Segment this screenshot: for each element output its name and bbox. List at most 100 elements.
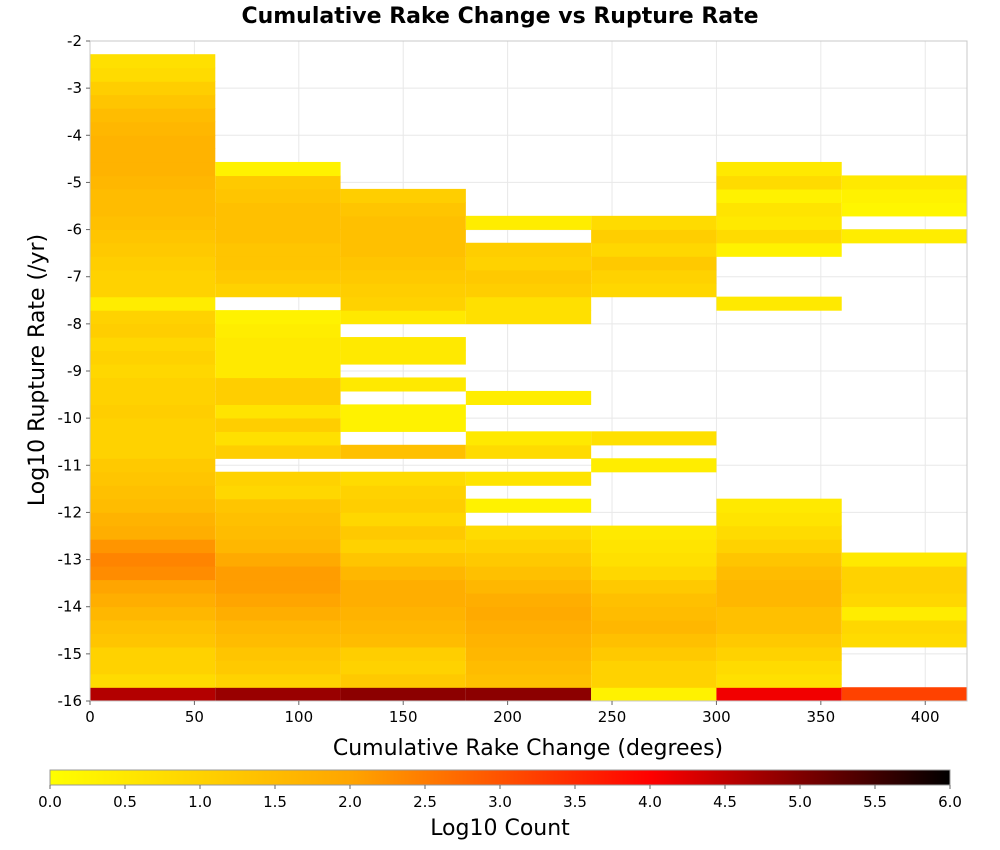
heatmap-cell (716, 687, 842, 702)
y-tick-label: -16 (58, 692, 83, 710)
y-tick-label: -12 (58, 503, 83, 521)
heatmap-cell (716, 660, 842, 675)
heatmap-cell (340, 660, 466, 675)
heatmap-cell (841, 687, 967, 702)
heatmap-cell (716, 619, 842, 634)
colorbar-tick-label: 3.5 (563, 793, 587, 811)
heatmap-cell (90, 390, 216, 405)
colorbar-tick-label: 4.0 (638, 793, 662, 811)
colorbar-tick-label: 3.0 (488, 793, 512, 811)
heatmap-cell (340, 673, 466, 688)
heatmap-cell (90, 215, 216, 230)
heatmap-cell (465, 471, 592, 486)
heatmap-cell (591, 458, 717, 473)
heatmap-cell (591, 592, 717, 608)
heatmap-cell (215, 687, 341, 702)
heatmap-cell (90, 417, 216, 432)
heatmap-cell (465, 525, 592, 540)
heatmap-cell (90, 539, 216, 554)
heatmap-cell (90, 121, 216, 136)
heatmap-cell (215, 188, 341, 203)
heatmap-cell (340, 229, 466, 244)
colorbar-label: Log10 Count (430, 816, 570, 841)
heatmap-cell (591, 431, 717, 446)
heatmap-cell (90, 512, 216, 527)
heatmap-cell (465, 539, 592, 554)
heatmap-cell (215, 633, 341, 648)
heatmap-cell (215, 283, 341, 298)
heatmap-cell (591, 525, 717, 540)
heatmap-cell (90, 673, 216, 688)
heatmap-cell (591, 552, 717, 567)
heatmap-cell (215, 215, 341, 230)
heatmap-cell (716, 539, 842, 554)
heatmap-cell (90, 633, 216, 648)
heatmap-cell (90, 458, 216, 473)
heatmap-cell (340, 215, 466, 230)
heatmap-cell (90, 242, 216, 257)
colorbar-tick-label: 0.0 (38, 793, 62, 811)
heatmap-cell (215, 337, 341, 352)
heatmap-cell (716, 161, 842, 177)
heatmap-cell (90, 377, 216, 392)
heatmap-cell (90, 687, 216, 702)
heatmap-cell (716, 673, 842, 688)
heatmap-cell (340, 498, 466, 513)
y-tick-label: -10 (58, 409, 83, 427)
heatmap-cell (90, 404, 216, 419)
y-tick-label: -4 (67, 126, 82, 144)
heatmap-cell (591, 242, 717, 257)
heatmap-cell (340, 687, 466, 702)
heatmap-cell (90, 54, 216, 69)
x-tick-label: 100 (284, 708, 313, 726)
heatmap-cell (90, 108, 216, 123)
x-tick-label: 150 (389, 708, 418, 726)
heatmap-cell (90, 485, 216, 500)
heatmap-cell (215, 512, 341, 527)
heatmap-cell (716, 498, 842, 513)
heatmap-cell (340, 283, 466, 298)
heatmap-cell (340, 552, 466, 567)
heatmap-cell (716, 552, 842, 567)
heatmap-cell (716, 525, 842, 540)
y-tick-label: -5 (67, 173, 82, 191)
heatmap-cell (465, 687, 592, 702)
x-axis-ticks: 0 50 100 150 200 250 300 350 400 (85, 701, 940, 726)
heatmap-cell (716, 566, 842, 581)
heatmap-cell (90, 310, 216, 325)
colorbar-tick-label: 0.5 (113, 793, 137, 811)
heatmap-cell (90, 269, 216, 284)
heatmap-cell (90, 579, 216, 594)
heatmap-cell (716, 215, 842, 230)
heatmap-cell (841, 606, 967, 621)
heatmap-cell (340, 619, 466, 634)
heatmap-cell (340, 242, 466, 257)
y-axis-label: Log10 Rupture Rate (/yr) (25, 234, 50, 506)
heatmap-cell (90, 323, 216, 338)
colorbar-tick-label: 6.0 (938, 793, 962, 811)
heatmap-cell (465, 256, 592, 271)
heatmap-cell (215, 606, 341, 621)
heatmap-cell (841, 579, 967, 594)
heatmap-cell (340, 350, 466, 365)
colorbar-tick-label: 2.5 (413, 793, 437, 811)
heatmap-cell (90, 202, 216, 217)
heatmap-cell (215, 673, 341, 688)
heatmap-cell (340, 404, 466, 419)
heatmap-cell (215, 525, 341, 540)
heatmap-cell (90, 619, 216, 634)
heatmap-cell (215, 256, 341, 271)
heatmap-cell (90, 592, 216, 608)
heatmap-cell (716, 229, 842, 244)
heatmap-cell (90, 161, 216, 177)
heatmap-cell (215, 431, 341, 446)
heatmap-cell (340, 269, 466, 284)
heatmap-cell (90, 444, 216, 459)
heatmap-cell (465, 431, 592, 446)
heatmap-cell (340, 337, 466, 352)
heatmap-cell (340, 512, 466, 527)
heatmap-cell (716, 579, 842, 594)
heatmap-cell (591, 229, 717, 244)
heatmap-cell (591, 269, 717, 284)
